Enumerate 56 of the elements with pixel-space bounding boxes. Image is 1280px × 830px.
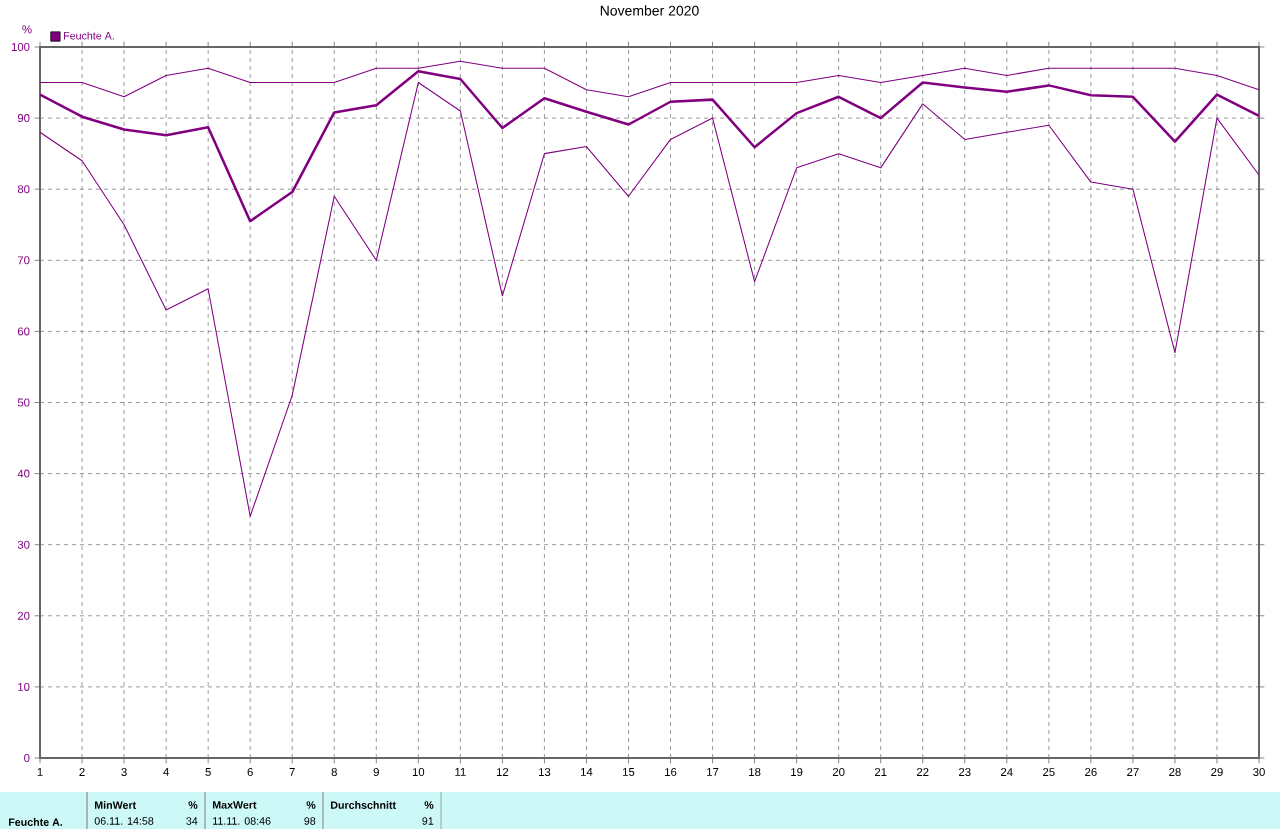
text: 34 [186, 817, 198, 826]
y-tick-label: 80 [17, 185, 30, 194]
x-tick-label: 17 [707, 768, 719, 777]
x-tick-label: 1 [37, 768, 43, 777]
x-tick-label: 30 [1253, 768, 1265, 777]
x-tick-label: 20 [832, 768, 845, 777]
x-tick-label: 15 [623, 768, 635, 777]
x-tick-label: 23 [959, 768, 971, 777]
y-tick-label: 10 [18, 683, 30, 692]
y-tick-label: 40 [17, 469, 30, 478]
x-tick-label: 16 [665, 768, 677, 777]
x-tick-label: 7 [289, 768, 295, 777]
legend-label: Feuchte A. [64, 31, 114, 40]
x-tick-label: 29 [1211, 768, 1223, 777]
x-tick-label: 19 [791, 768, 803, 777]
x-tick-label: 22 [916, 768, 929, 777]
chart-title: November 2020 [600, 5, 699, 16]
text: % [188, 801, 198, 809]
x-tick-label: 13 [538, 768, 551, 777]
x-tick-label: 21 [874, 768, 887, 777]
text: % [424, 801, 434, 809]
x-tick-label: 5 [205, 768, 211, 777]
y-tick-label: 60 [17, 327, 30, 336]
y-tick-label: 100 [11, 43, 30, 52]
x-tick-label: 27 [1127, 768, 1139, 777]
x-tick-label: 10 [412, 768, 425, 777]
x-tick-label: 12 [496, 768, 509, 777]
x-tick-label: 25 [1043, 768, 1055, 777]
x-tick-label: 14 [581, 768, 593, 777]
y-tick-label: 30 [17, 540, 30, 549]
x-tick-label: 28 [1169, 768, 1181, 777]
x-tick-label: 9 [373, 768, 379, 777]
x-tick-label: 24 [1001, 768, 1013, 777]
text: 11.11. 08:46 [213, 817, 271, 826]
x-tick-label: 6 [247, 768, 253, 777]
x-tick-label: 26 [1085, 768, 1097, 777]
text: MaxWert [212, 801, 257, 809]
y-tick-label: 90 [17, 114, 30, 123]
x-tick-label: 3 [121, 768, 127, 777]
y-tick-label: 0 [24, 754, 30, 763]
x-tick-label: 2 [79, 768, 85, 777]
x-tick-label: 11 [455, 768, 466, 777]
y-tick-label: 70 [17, 256, 30, 265]
x-tick-label: 8 [331, 768, 337, 777]
text: Durchschnitt [330, 801, 396, 810]
y-tick-label: 50 [17, 398, 30, 407]
x-tick-label: 18 [749, 768, 761, 777]
text: 98 [304, 817, 316, 826]
text: Feuchte A. [8, 818, 63, 827]
text: 91 [422, 817, 434, 826]
y-axis-title: % [22, 25, 32, 34]
x-tick-label: 4 [163, 768, 169, 777]
y-tick-label: 20 [17, 612, 30, 621]
text: % [306, 801, 316, 809]
text: 06.11. 14:58 [94, 817, 154, 826]
text: MinWert [94, 801, 137, 810]
